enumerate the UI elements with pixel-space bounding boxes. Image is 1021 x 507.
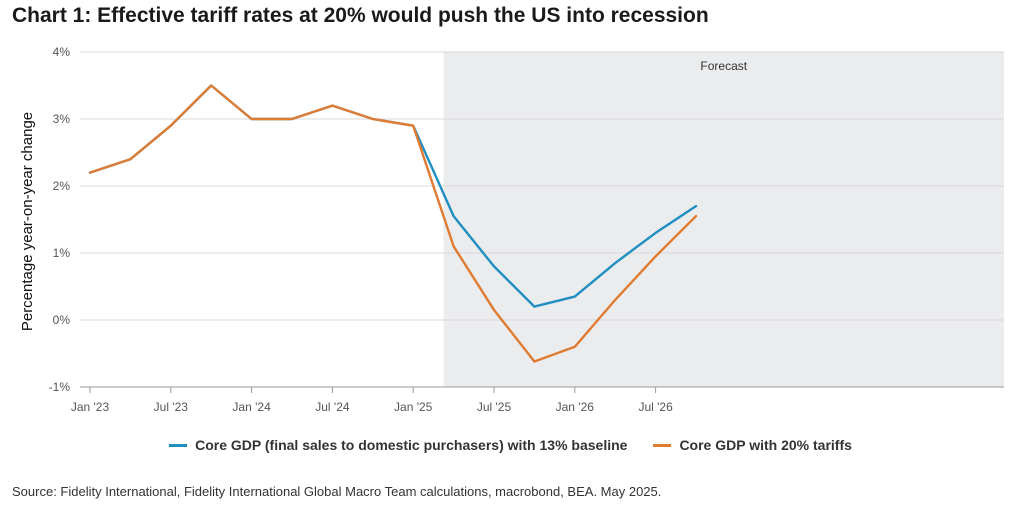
legend-label-tariffs: Core GDP with 20% tariffs — [679, 437, 852, 453]
legend-swatch-tariffs — [653, 443, 672, 447]
chart-title: Chart 1: Effective tariff rates at 20% w… — [12, 4, 709, 27]
y-tick-label: 3% — [53, 112, 71, 126]
y-tick-label: 2% — [53, 179, 71, 193]
x-tick-label: Jan '25 — [394, 400, 433, 414]
x-tick-label: Jan '23 — [71, 400, 110, 414]
x-tick-label: Jul '26 — [638, 400, 673, 414]
legend-item-tariffs: Core GDP with 20% tariffs — [653, 437, 852, 453]
forecast-label: Forecast — [700, 59, 747, 73]
y-tick-label: 4% — [53, 45, 71, 59]
legend-item-baseline: Core GDP (final sales to domestic purcha… — [169, 437, 627, 453]
y-axis-label: Percentage year-on-year change — [19, 112, 36, 331]
y-tick-label: 1% — [53, 246, 71, 260]
source-note: Source: Fidelity International, Fidelity… — [12, 484, 662, 499]
x-tick-label: Jan '24 — [232, 400, 271, 414]
y-tick-label: -1% — [49, 380, 71, 394]
legend-swatch-baseline — [169, 443, 188, 447]
line-chart: Forecast -1% 0% 1% 2% 3% 4% Jan '23 Jul '23 Jan '… — [19, 45, 1004, 414]
x-tick-label: Jul '24 — [315, 400, 350, 414]
x-tick-label: Jul '23 — [154, 400, 189, 414]
x-tick-label: Jul '25 — [477, 400, 512, 414]
legend: Core GDP (final sales to domestic purcha… — [0, 437, 1021, 453]
legend-label-baseline: Core GDP (final sales to domestic purcha… — [195, 437, 628, 453]
series-line-tariffs — [88, 84, 698, 363]
y-tick-label: 0% — [53, 313, 71, 327]
x-tick-label: Jan '26 — [556, 400, 595, 414]
forecast-region — [443, 52, 1004, 387]
